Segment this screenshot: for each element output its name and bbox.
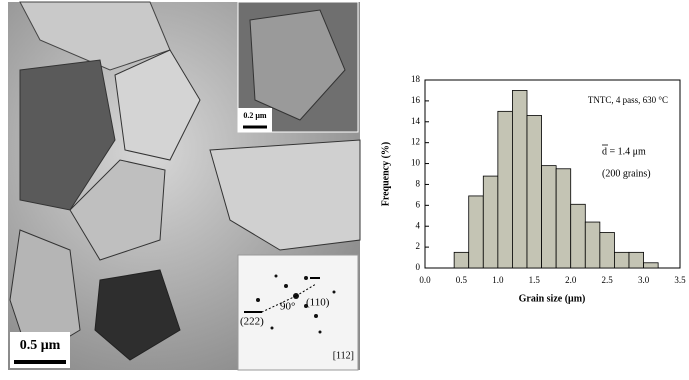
y-tick-label: 12 xyxy=(411,137,420,147)
bar xyxy=(512,90,528,269)
grain xyxy=(249,9,346,121)
annotation: (200 grains) xyxy=(602,168,651,179)
grain xyxy=(19,59,116,211)
y-tick-label: 6 xyxy=(416,199,421,209)
spot-label: (222) xyxy=(240,316,264,328)
grain xyxy=(209,139,361,251)
bar xyxy=(482,175,499,269)
bar xyxy=(614,251,630,269)
grain xyxy=(94,269,181,361)
bar xyxy=(599,232,615,269)
x-tick-label: 3.0 xyxy=(638,275,650,285)
inset-scale-bar: 0.2 μm xyxy=(243,111,267,120)
grain xyxy=(69,159,166,261)
y-tick-label: 4 xyxy=(416,220,421,230)
micrograph: 90° (110) (222) [112] 0.2 μm 0.5 μm xyxy=(8,1,361,371)
x-tick-label: 2.0 xyxy=(565,275,577,285)
bar xyxy=(497,110,513,269)
bar xyxy=(584,221,601,269)
angle-label: 90° xyxy=(280,301,295,313)
bar xyxy=(453,251,470,269)
annotation: TNTC, 4 pass, 630 °C xyxy=(588,95,668,105)
x-axis-label: Grain size (μm) xyxy=(519,293,586,304)
y-tick-label: 16 xyxy=(411,95,421,105)
bar xyxy=(468,195,484,269)
bar xyxy=(570,203,586,269)
y-tick-label: 18 xyxy=(411,74,421,84)
y-tick-label: 10 xyxy=(411,158,421,168)
x-tick-label: 2.5 xyxy=(602,275,614,285)
grain xyxy=(19,1,171,71)
x-tick-label: 1.5 xyxy=(529,275,541,285)
bar xyxy=(541,165,557,269)
grain xyxy=(114,49,201,161)
x-tick-label: 1.0 xyxy=(492,275,504,285)
bar xyxy=(628,251,644,269)
scale-bar-label: 0.5 μm xyxy=(20,338,61,353)
zone-axis: [112] xyxy=(333,350,354,361)
y-tick-label: 0 xyxy=(416,262,421,272)
bar xyxy=(643,262,659,269)
spot-label: (110) xyxy=(306,297,330,309)
bar xyxy=(555,168,572,269)
y-tick-label: 2 xyxy=(416,241,421,251)
y-tick-label: 8 xyxy=(416,179,421,189)
annotation: d = 1.4 μm xyxy=(602,146,646,157)
y-axis-label: Frequency (%) xyxy=(380,142,391,207)
x-tick-label: 0.0 xyxy=(419,275,431,285)
x-tick-label: 3.5 xyxy=(674,275,686,285)
y-tick-label: 14 xyxy=(411,116,421,126)
bar xyxy=(526,115,542,269)
x-tick-label: 0.5 xyxy=(456,275,468,285)
